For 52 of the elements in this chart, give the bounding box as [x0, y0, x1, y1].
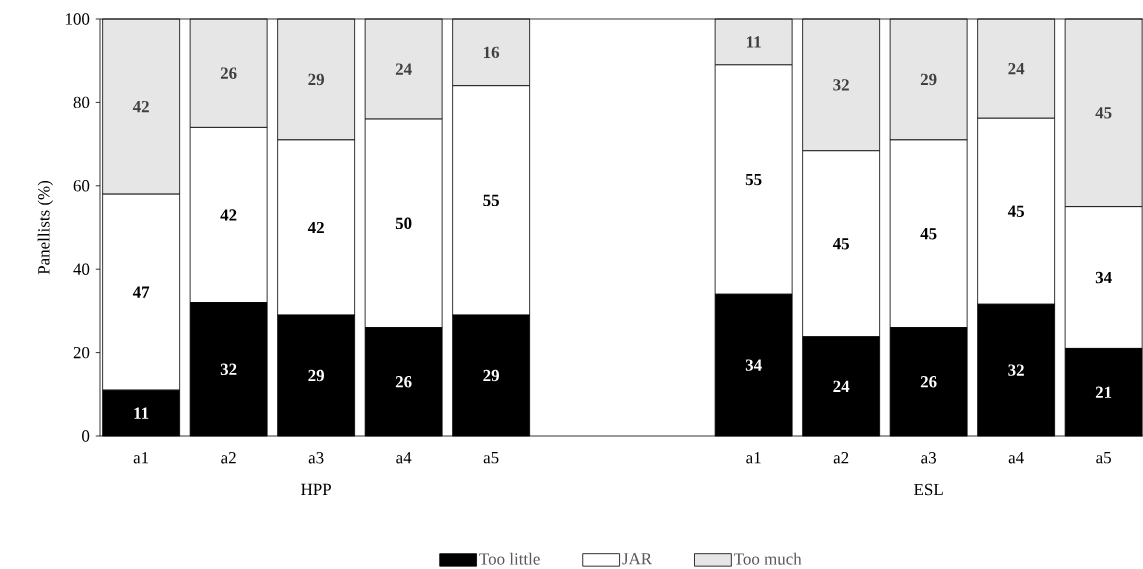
- data-label: 34: [745, 359, 762, 371]
- data-label: 45: [1007, 205, 1024, 217]
- x-tick-label: a2: [833, 452, 849, 464]
- x-tick-label: a3: [921, 452, 936, 464]
- data-label: 47: [132, 286, 150, 298]
- data-label: 32: [220, 363, 237, 375]
- data-label: 42: [307, 221, 324, 234]
- data-label: 32: [1008, 364, 1024, 376]
- y-axis-title: Panellists (%): [37, 180, 54, 275]
- y-tick-label: 20: [73, 346, 90, 359]
- data-label: 11: [134, 407, 149, 419]
- text: ESL: [914, 483, 943, 496]
- data-label: 26: [920, 376, 937, 388]
- data-label: 42: [220, 209, 237, 221]
- data-label: 45: [832, 238, 849, 250]
- data-label: 42: [132, 100, 149, 113]
- y-tick-label: 60: [73, 180, 90, 192]
- data-label: 45: [920, 228, 937, 240]
- legend-label: Too little: [479, 552, 540, 565]
- data-label: 29: [920, 73, 937, 86]
- data-label: 29: [308, 73, 324, 86]
- y-tick-label: 0: [82, 430, 90, 442]
- y-tick-label: 100: [65, 13, 90, 25]
- data-label: 16: [484, 46, 500, 59]
- x-tick-label: a1: [133, 452, 149, 464]
- legend-label: JAR: [622, 553, 653, 565]
- data-label: 29: [308, 369, 324, 382]
- y-tick-label: 80: [73, 96, 90, 109]
- x-tick-label: a3: [308, 452, 324, 464]
- y-tick-label: 40: [73, 263, 90, 275]
- data-label: 11: [746, 36, 761, 48]
- x-tick-label: a4: [396, 452, 412, 464]
- data-label: 29: [483, 369, 499, 382]
- x-tick-label: a5: [483, 452, 499, 464]
- data-label: 32: [833, 79, 849, 91]
- data-label: 45: [1095, 107, 1112, 119]
- x-tick-label: a5: [1096, 452, 1111, 464]
- x-tick-label: a4: [1008, 452, 1024, 464]
- data-label: 21: [1095, 386, 1112, 398]
- x-tick-label: a2: [221, 452, 236, 464]
- legend-label: Too much: [734, 552, 802, 565]
- x-tick-label: a1: [746, 452, 761, 464]
- data-label: 50: [395, 217, 412, 230]
- data-label: 26: [395, 376, 412, 388]
- data-label: 55: [745, 173, 762, 186]
- data-label: 34: [1095, 271, 1112, 284]
- data-label: 26: [220, 67, 237, 79]
- data-label: 24: [395, 63, 412, 75]
- data-label: 24: [833, 380, 850, 392]
- data-label: 24: [1008, 63, 1025, 75]
- text: HPP: [301, 483, 331, 495]
- data-label: 55: [483, 194, 499, 207]
